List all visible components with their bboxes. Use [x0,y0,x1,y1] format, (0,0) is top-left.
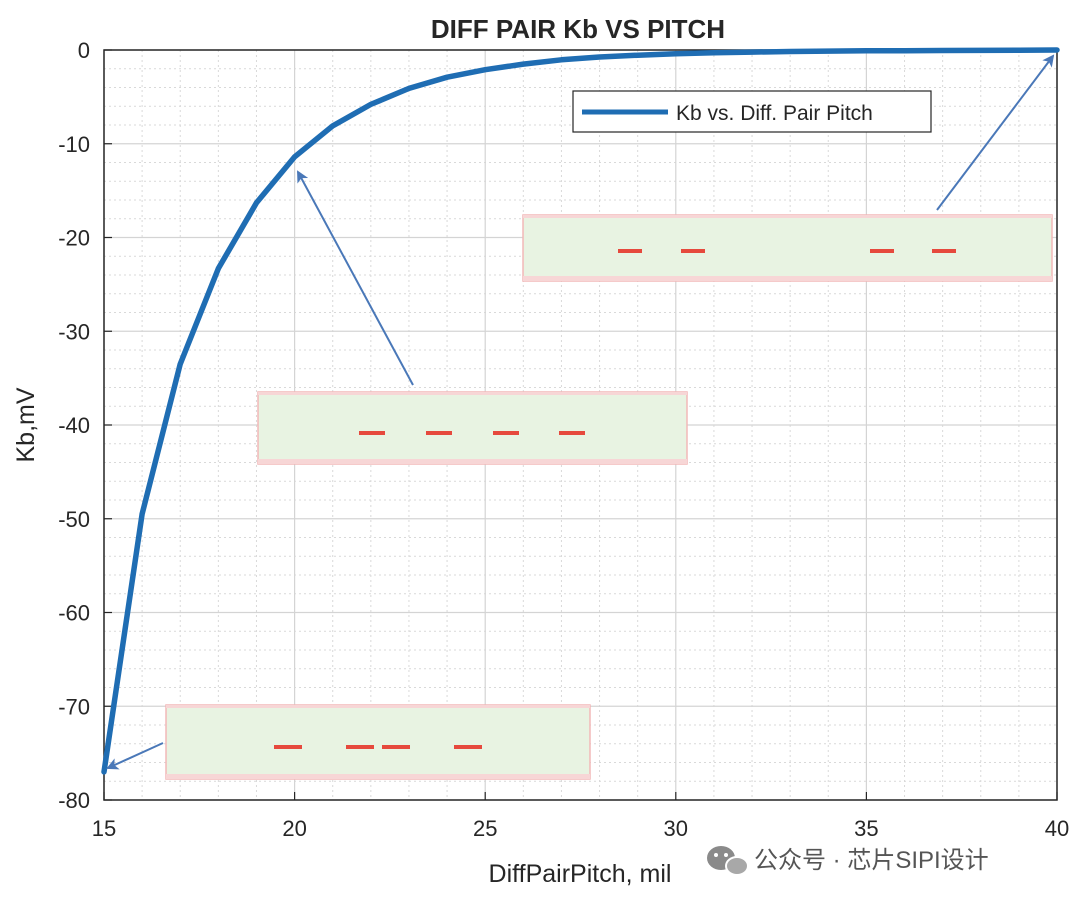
x-tick-label: 20 [282,816,306,841]
trace [346,745,374,749]
y-tick-label: -70 [58,694,90,719]
y-tick-label: -10 [58,132,90,157]
trace [559,431,585,435]
trace [426,431,452,435]
watermark-text: 公众号 · 芯片SIPI设计 [754,847,989,874]
x-tick-label: 35 [854,816,878,841]
chart-title: DIFF PAIR Kb VS PITCH [431,14,725,44]
y-tick-label: -20 [58,226,90,251]
x-tick-label: 15 [92,816,116,841]
legend: Kb vs. Diff. Pair Pitch [572,90,932,133]
x-tick-label: 40 [1045,816,1069,841]
trace [932,249,956,253]
annotation-arrow-medium [297,170,414,386]
inset-close-pairs [165,704,591,780]
y-tick-label: -60 [58,601,90,626]
x-axis: 15 20 25 30 35 40 [92,792,1069,841]
series-line [101,47,1060,775]
inset-wide-pairs [522,214,1053,282]
trace [274,745,302,749]
trace [382,745,410,749]
y-tick-label: -50 [58,507,90,532]
series-layer [101,47,1060,775]
trace [493,431,519,435]
annotation-arrow-close [106,742,164,770]
annotation-arrow-wide [936,54,1055,211]
legend-label: Kb vs. Diff. Pair Pitch [676,102,873,125]
wechat-icon [707,846,749,876]
y-tick-label: -80 [58,788,90,813]
y-tick-label: 0 [78,38,90,63]
x-axis-label: DiffPairPitch, mil [489,860,672,888]
trace [618,249,642,253]
x-tick-label: 25 [473,816,497,841]
y-tick-label: -40 [58,413,90,438]
y-axis-label: Kb,mV [12,387,40,462]
inset-medium-pairs [257,391,688,465]
y-axis: 0 -10 -20 -30 -40 -50 -60 -70 -80 [58,38,112,813]
trace [454,745,482,749]
y-tick-label: -30 [58,319,90,344]
trace [681,249,705,253]
watermark: 公众号 · 芯片SIPI设计 [707,846,989,876]
trace [870,249,894,253]
trace [359,431,385,435]
x-tick-label: 30 [664,816,688,841]
